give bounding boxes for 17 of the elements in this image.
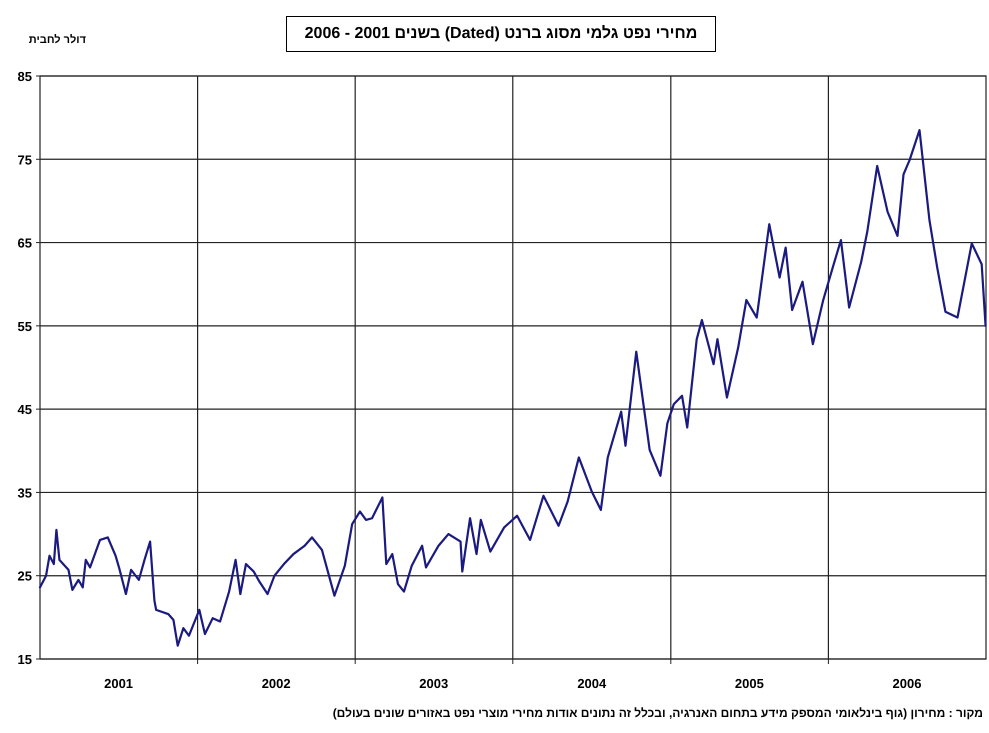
chart-title: מחירי נפט גלמי מסוג ברנט (Dated) בשנים 2001 - 2006 <box>286 16 716 52</box>
y-tick-label: 35 <box>18 485 32 500</box>
x-tick-label: 2002 <box>262 676 291 691</box>
x-tick-label: 2006 <box>892 676 922 691</box>
x-tick-label: 2001 <box>104 676 134 691</box>
y-axis-title: דולר לחבית <box>28 34 86 46</box>
y-tick-label: 85 <box>18 69 32 84</box>
y-tick-label: 55 <box>18 318 32 334</box>
x-tick-label: 2005 <box>734 676 764 691</box>
x-tick-label: 2003 <box>419 676 448 691</box>
y-tick-label: 65 <box>18 236 32 251</box>
y-tick-label: 75 <box>18 152 32 168</box>
y-tick-label: 15 <box>18 652 32 667</box>
y-tick-label: 45 <box>18 402 32 418</box>
y-tick-label: 25 <box>18 568 32 584</box>
text: מקור : מחירון (גוף בינלאומי המספק מידע בתחום האנרגיה, ובכלל זה נתונים אודות מחירי מוצרי נפט באזורים שונים בעולם) <box>332 706 983 720</box>
x-tick-label: 2004 <box>577 676 608 691</box>
